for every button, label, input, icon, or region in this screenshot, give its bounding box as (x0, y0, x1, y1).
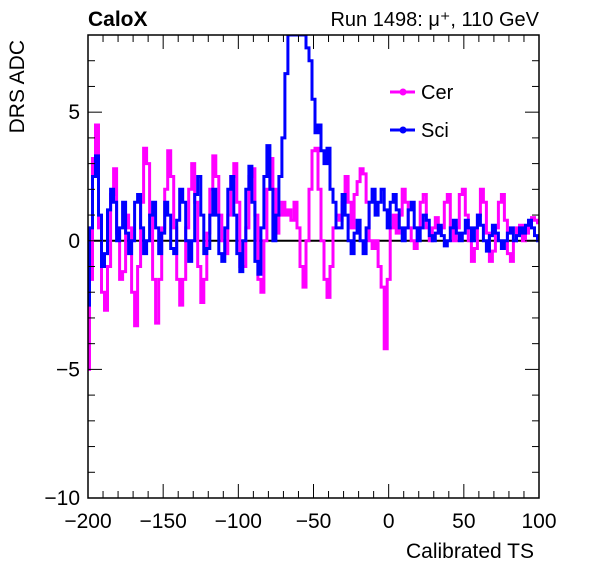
legend-label-sci: Sci (421, 120, 449, 142)
y-tick-label: −5 (56, 358, 80, 381)
x-ticks: −200 −150 −100 −50 0 50 100 (64, 35, 557, 533)
y-tick-label: 5 (68, 101, 80, 124)
y-ticks: −10 −5 0 5 (44, 34, 539, 510)
y-tick-label: 0 (68, 230, 80, 253)
header-left: CaloX (88, 8, 148, 31)
y-tick-label: −10 (44, 487, 80, 510)
x-tick-label: 0 (383, 510, 395, 533)
legend: Cer Sci (390, 82, 454, 142)
series-layer (88, 35, 539, 371)
x-axis-label: Calibrated TS (406, 540, 534, 563)
legend-marker-sci (399, 126, 407, 134)
series-line-sci (88, 35, 539, 307)
legend-marker-cer (399, 88, 407, 96)
x-tick-label: 100 (521, 510, 556, 533)
x-tick-label: 50 (452, 510, 475, 533)
x-tick-label: −100 (215, 510, 262, 533)
x-tick-label: −50 (296, 510, 332, 533)
legend-label-cer: Cer (421, 82, 454, 104)
header-right: Run 1498: μ⁺, 110 GeV (330, 9, 539, 31)
x-tick-label: −150 (140, 510, 187, 533)
y-axis-label: DRS ADC (6, 40, 29, 133)
series-line-cer (88, 123, 539, 371)
x-tick-label: −200 (64, 510, 111, 533)
